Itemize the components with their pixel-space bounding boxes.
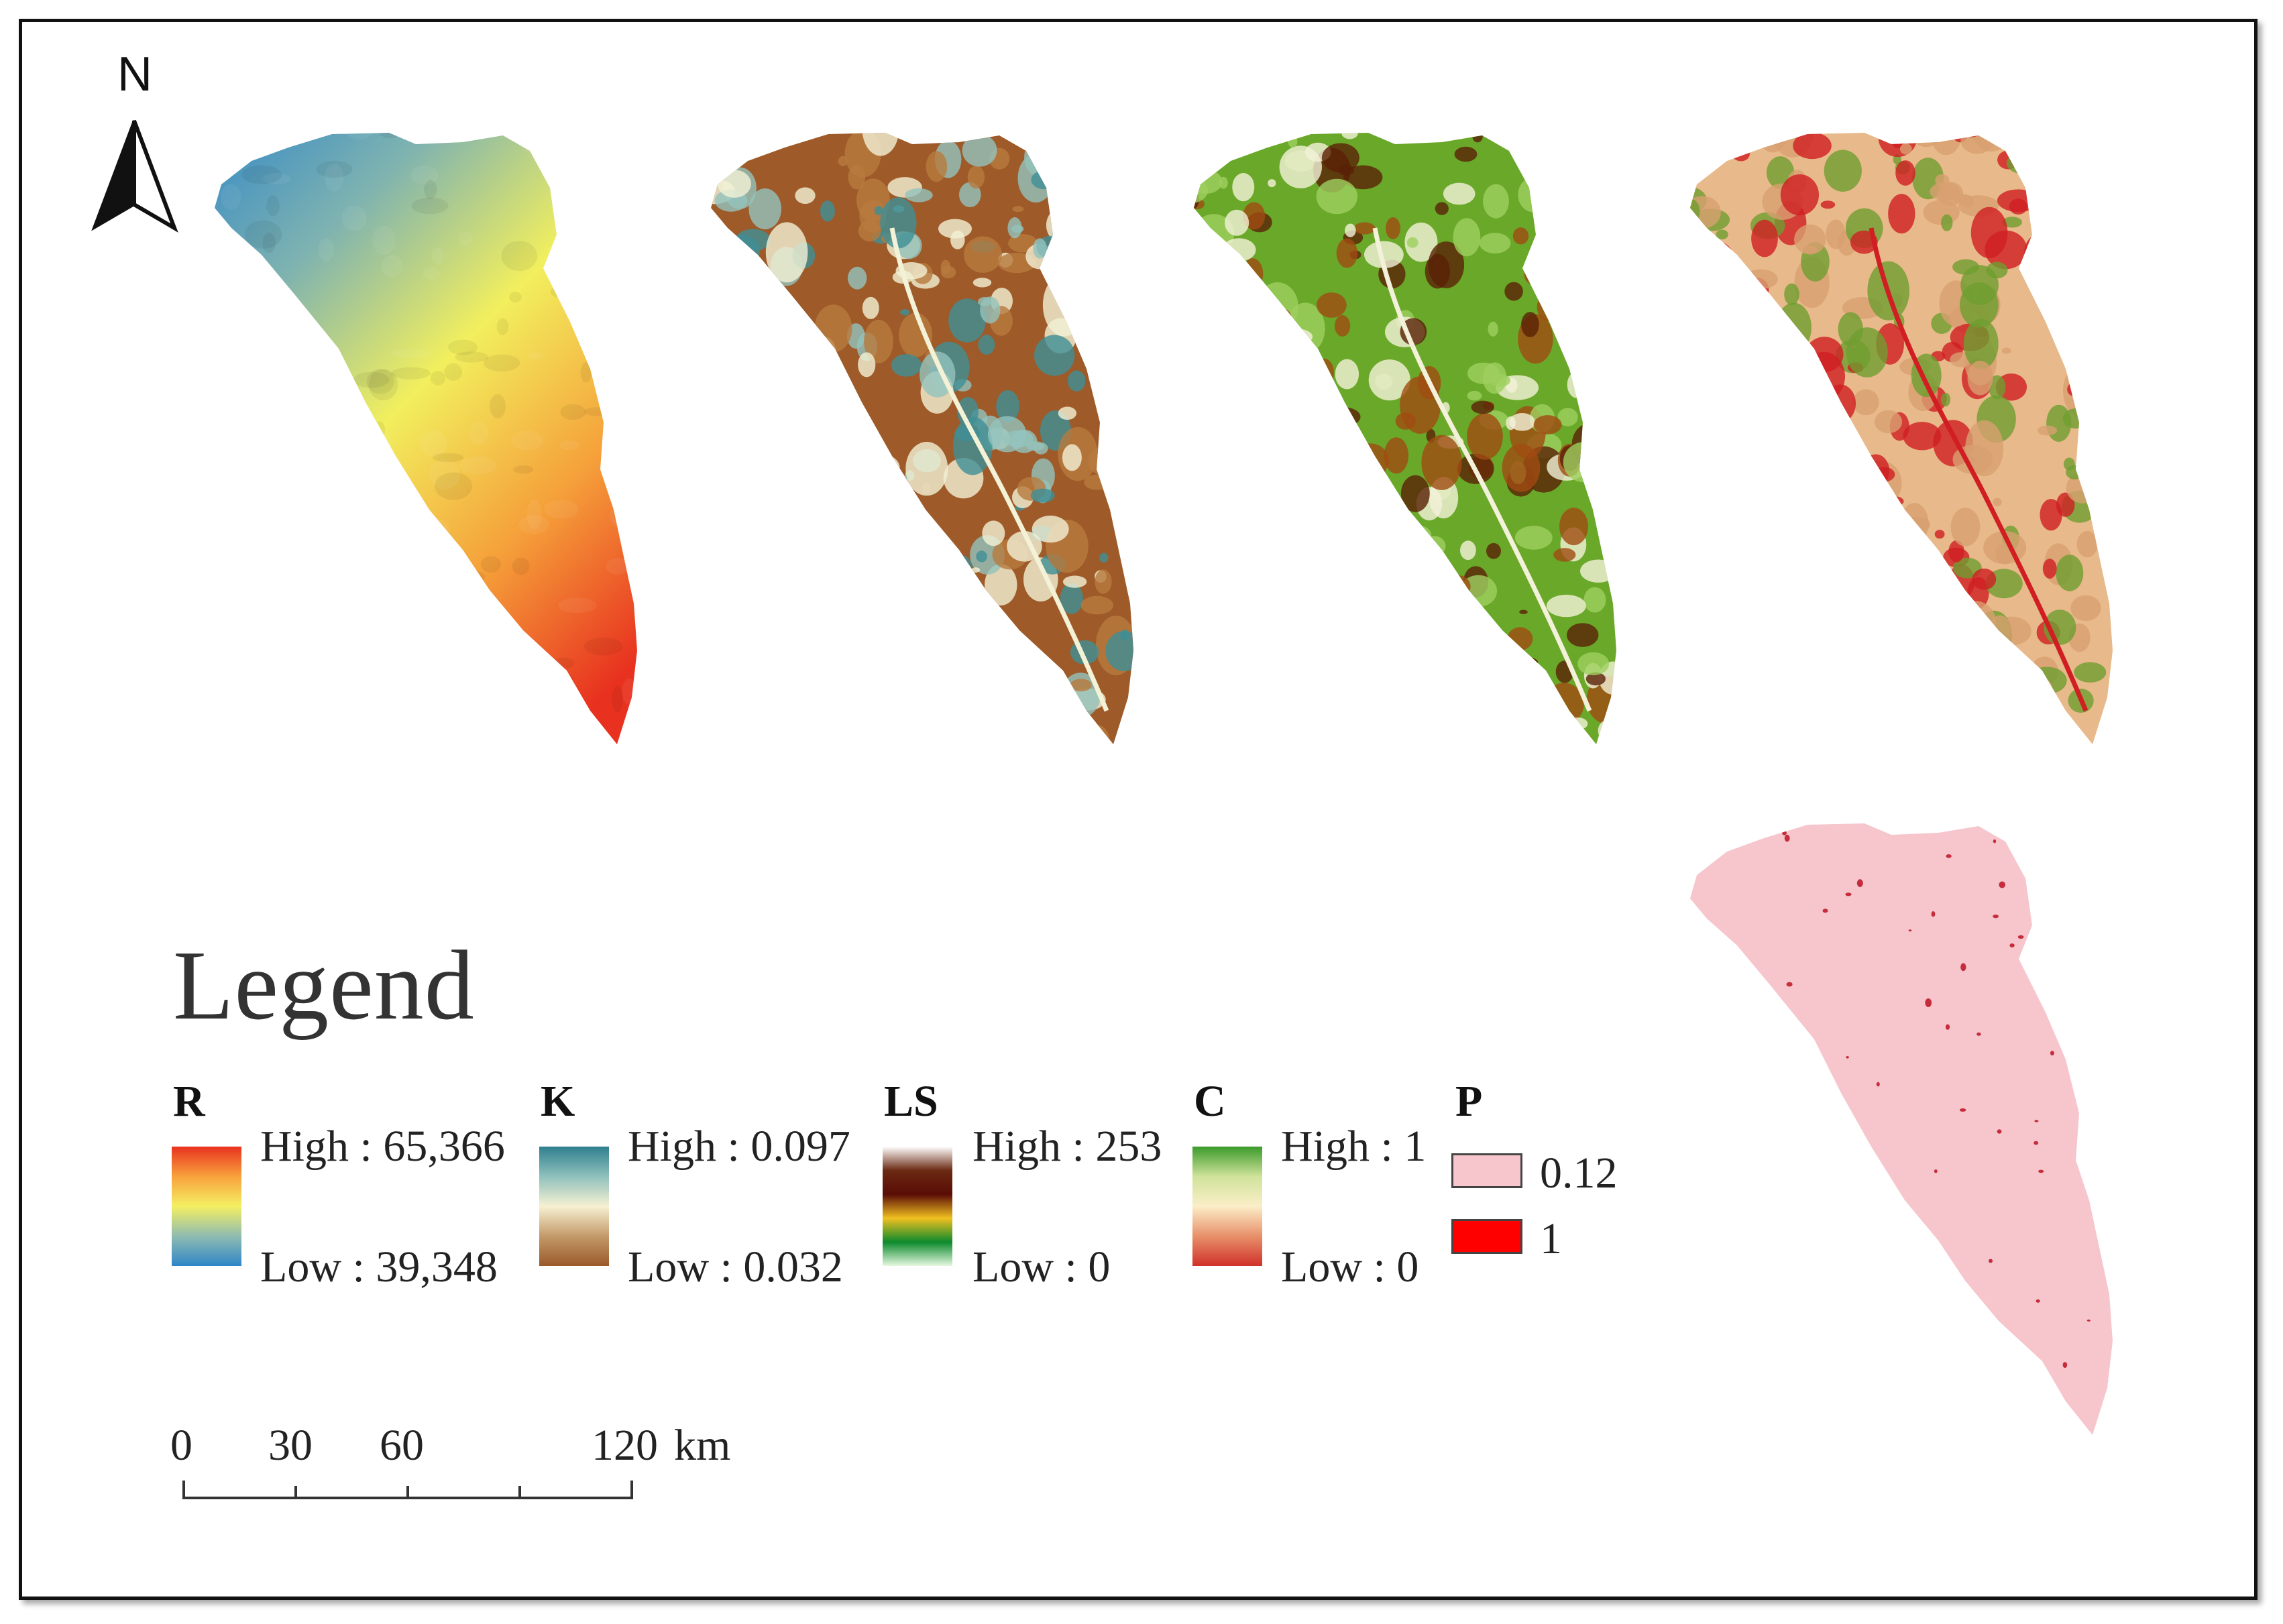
scale-unit: km [674, 1421, 731, 1470]
legend-title: Legend [173, 931, 475, 1041]
legend-c-ramp [1192, 1147, 1262, 1266]
legend-p-swatch-high [1451, 1219, 1522, 1254]
legend-k-high: High : 0.097 [628, 1122, 850, 1171]
scale-label-120: 120 [592, 1421, 658, 1470]
legend-r-letter: R [173, 1077, 205, 1126]
map-r-factor [215, 133, 637, 744]
legend-ls-letter: LS [884, 1077, 938, 1126]
legend-r-high: High : 65,366 [260, 1122, 505, 1171]
scale-label-30: 30 [268, 1421, 313, 1470]
scale-label-60: 60 [380, 1421, 424, 1470]
map-p-factor [1690, 823, 2113, 1435]
legend-p-letter: P [1455, 1077, 1483, 1126]
map-fill-p [1690, 823, 2113, 1435]
map-c-factor [1690, 133, 2113, 744]
north-arrow-icon [91, 119, 178, 233]
map-fill-ls [1194, 133, 1616, 744]
legend-p-swatch-low [1451, 1153, 1522, 1188]
scale-label-0: 0 [170, 1421, 192, 1470]
map-k-factor [711, 133, 1133, 744]
map-ls-factor [1194, 133, 1616, 744]
legend-p-label-high: 1 [1540, 1214, 1562, 1263]
legend-c-low: Low : 0 [1281, 1242, 1419, 1291]
legend-c-letter: C [1194, 1077, 1226, 1126]
legend-ls-low: Low : 0 [972, 1242, 1111, 1291]
north-label: N [117, 48, 152, 101]
legend-r-ramp [172, 1147, 241, 1266]
map-fill-r [215, 133, 637, 744]
legend-r-low: Low : 39,348 [260, 1242, 498, 1291]
legend-k-ramp [539, 1147, 609, 1266]
legend-ls-high: High : 253 [972, 1122, 1162, 1171]
legend-c-high: High : 1 [1281, 1122, 1427, 1171]
map-fill-k [711, 133, 1133, 744]
scale-bar [182, 1481, 633, 1499]
map-fill-c [1690, 133, 2113, 744]
legend-k-letter: K [541, 1077, 575, 1126]
legend-k-low: Low : 0.032 [628, 1242, 843, 1291]
legend-p-label-low: 0.12 [1540, 1149, 1618, 1198]
legend-ls-ramp [883, 1147, 952, 1266]
